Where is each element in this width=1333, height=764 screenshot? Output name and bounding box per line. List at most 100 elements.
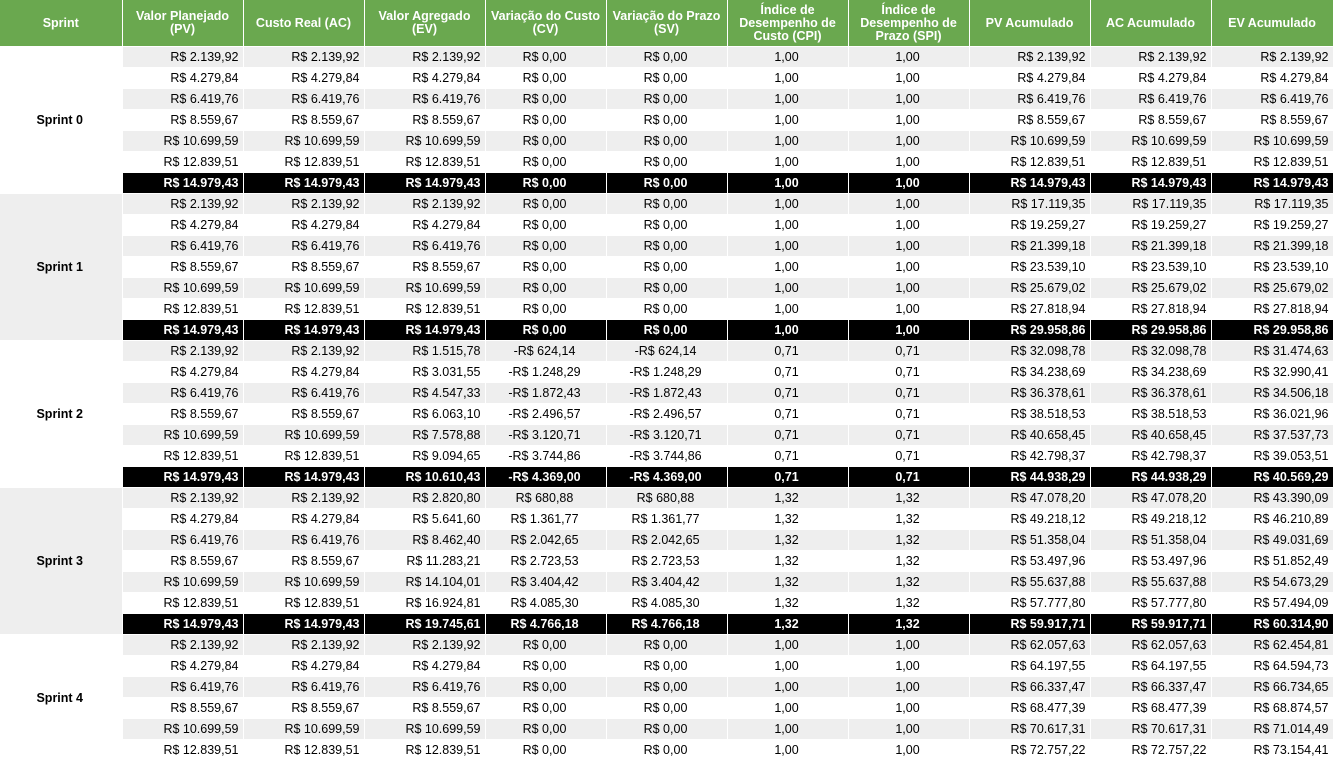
cell-pv-cumulative[interactable]: R$ 27.818,94: [969, 298, 1091, 320]
cell-ac-cumulative[interactable]: R$ 66.337,47: [1090, 676, 1212, 698]
cell-cv[interactable]: R$ 0,00: [485, 46, 607, 68]
cell-cpi[interactable]: 1,00: [727, 277, 849, 299]
cell-pv-cumulative[interactable]: R$ 66.337,47: [969, 676, 1091, 698]
cell-spi[interactable]: 1,00: [848, 130, 970, 152]
cell-cpi[interactable]: 1,00: [727, 214, 849, 236]
cell-cpi[interactable]: 1,00: [727, 130, 849, 152]
cell-ac-cumulative[interactable]: R$ 6.419,76: [1090, 88, 1212, 110]
cell-ev-cumulative[interactable]: R$ 39.053,51: [1211, 445, 1333, 467]
cell-cpi[interactable]: 0,71: [727, 403, 849, 425]
cell-ev[interactable]: R$ 3.031,55: [364, 361, 486, 383]
cell-pv[interactable]: R$ 4.279,84: [122, 655, 244, 677]
cell-ac[interactable]: R$ 2.139,92: [243, 193, 365, 215]
cell-ev-cumulative[interactable]: R$ 34.506,18: [1211, 382, 1333, 404]
cell-pv[interactable]: R$ 14.979,43: [122, 172, 244, 194]
cell-cv[interactable]: R$ 0,00: [485, 634, 607, 656]
cell-cv[interactable]: R$ 0,00: [485, 151, 607, 173]
cell-cpi[interactable]: 1,32: [727, 613, 849, 635]
cell-spi[interactable]: 1,00: [848, 634, 970, 656]
cell-ac-cumulative[interactable]: R$ 47.078,20: [1090, 487, 1212, 509]
cell-pv-cumulative[interactable]: R$ 62.057,63: [969, 634, 1091, 656]
cell-ac[interactable]: R$ 12.839,51: [243, 151, 365, 173]
cell-cv[interactable]: R$ 0,00: [485, 319, 607, 341]
cell-ev-cumulative[interactable]: R$ 66.734,65: [1211, 676, 1333, 698]
cell-ac-cumulative[interactable]: R$ 42.798,37: [1090, 445, 1212, 467]
cell-ev[interactable]: R$ 6.063,10: [364, 403, 486, 425]
cell-cpi[interactable]: 1,32: [727, 592, 849, 614]
cell-ev[interactable]: R$ 4.279,84: [364, 67, 486, 89]
cell-ac-cumulative[interactable]: R$ 8.559,67: [1090, 109, 1212, 131]
cell-spi[interactable]: 1,00: [848, 676, 970, 698]
cell-ev-cumulative[interactable]: R$ 21.399,18: [1211, 235, 1333, 257]
cell-sv[interactable]: R$ 2.042,65: [606, 529, 728, 551]
sprint-label[interactable]: Sprint 3: [0, 487, 123, 635]
cell-spi[interactable]: 1,32: [848, 529, 970, 551]
cell-ev[interactable]: R$ 10.610,43: [364, 466, 486, 488]
cell-spi[interactable]: 1,00: [848, 277, 970, 299]
cell-cv[interactable]: R$ 0,00: [485, 235, 607, 257]
cell-cv[interactable]: -R$ 1.872,43: [485, 382, 607, 404]
cell-cv[interactable]: -R$ 3.744,86: [485, 445, 607, 467]
cell-ac-cumulative[interactable]: R$ 72.757,22: [1090, 739, 1212, 761]
cell-cv[interactable]: R$ 2.042,65: [485, 529, 607, 551]
cell-ev[interactable]: R$ 6.419,76: [364, 88, 486, 110]
cell-pv-cumulative[interactable]: R$ 59.917,71: [969, 613, 1091, 635]
cell-cv[interactable]: R$ 0,00: [485, 718, 607, 740]
cell-cv[interactable]: R$ 0,00: [485, 67, 607, 89]
cell-pv-cumulative[interactable]: R$ 10.699,59: [969, 130, 1091, 152]
cell-sv[interactable]: R$ 0,00: [606, 88, 728, 110]
cell-ac-cumulative[interactable]: R$ 55.637,88: [1090, 571, 1212, 593]
cell-pv[interactable]: R$ 8.559,67: [122, 109, 244, 131]
cell-cpi[interactable]: 1,32: [727, 550, 849, 572]
cell-pv-cumulative[interactable]: R$ 49.218,12: [969, 508, 1091, 530]
cell-pv-cumulative[interactable]: R$ 51.358,04: [969, 529, 1091, 551]
col-header-pv[interactable]: Valor Planejado (PV): [122, 0, 244, 47]
cell-cpi[interactable]: 1,00: [727, 319, 849, 341]
cell-ac-cumulative[interactable]: R$ 23.539,10: [1090, 256, 1212, 278]
cell-cpi[interactable]: 1,32: [727, 487, 849, 509]
cell-cv[interactable]: R$ 0,00: [485, 214, 607, 236]
cell-ac[interactable]: R$ 12.839,51: [243, 739, 365, 761]
cell-ac[interactable]: R$ 4.279,84: [243, 361, 365, 383]
cell-ev-cumulative[interactable]: R$ 40.569,29: [1211, 466, 1333, 488]
cell-pv-cumulative[interactable]: R$ 57.777,80: [969, 592, 1091, 614]
cell-sv[interactable]: -R$ 1.872,43: [606, 382, 728, 404]
cell-ac-cumulative[interactable]: R$ 44.938,29: [1090, 466, 1212, 488]
cell-ac[interactable]: R$ 6.419,76: [243, 235, 365, 257]
cell-ac[interactable]: R$ 12.839,51: [243, 592, 365, 614]
cell-ev-cumulative[interactable]: R$ 60.314,90: [1211, 613, 1333, 635]
cell-cpi[interactable]: 1,32: [727, 508, 849, 530]
cell-spi[interactable]: 0,71: [848, 382, 970, 404]
cell-ac-cumulative[interactable]: R$ 17.119,35: [1090, 193, 1212, 215]
cell-sv[interactable]: -R$ 3.744,86: [606, 445, 728, 467]
cell-cpi[interactable]: 0,71: [727, 340, 849, 362]
cell-ev-cumulative[interactable]: R$ 57.494,09: [1211, 592, 1333, 614]
cell-cv[interactable]: R$ 0,00: [485, 739, 607, 761]
cell-sv[interactable]: R$ 0,00: [606, 151, 728, 173]
cell-ac[interactable]: R$ 6.419,76: [243, 382, 365, 404]
cell-sv[interactable]: -R$ 2.496,57: [606, 403, 728, 425]
cell-ac-cumulative[interactable]: R$ 59.917,71: [1090, 613, 1212, 635]
cell-ac-cumulative[interactable]: R$ 12.839,51: [1090, 151, 1212, 173]
cell-pv[interactable]: R$ 10.699,59: [122, 718, 244, 740]
cell-pv[interactable]: R$ 2.139,92: [122, 340, 244, 362]
cell-cpi[interactable]: 1,00: [727, 67, 849, 89]
cell-ac-cumulative[interactable]: R$ 34.238,69: [1090, 361, 1212, 383]
cell-ac-cumulative[interactable]: R$ 49.218,12: [1090, 508, 1212, 530]
cell-sv[interactable]: R$ 680,88: [606, 487, 728, 509]
cell-pv[interactable]: R$ 6.419,76: [122, 88, 244, 110]
cell-pv[interactable]: R$ 8.559,67: [122, 256, 244, 278]
cell-pv[interactable]: R$ 6.419,76: [122, 382, 244, 404]
cell-ac-cumulative[interactable]: R$ 68.477,39: [1090, 697, 1212, 719]
cell-pv[interactable]: R$ 12.839,51: [122, 151, 244, 173]
cell-ac[interactable]: R$ 14.979,43: [243, 613, 365, 635]
cell-cpi[interactable]: 0,71: [727, 361, 849, 383]
cell-ev[interactable]: R$ 11.283,21: [364, 550, 486, 572]
col-header-spi[interactable]: Índice de Desempenho de Prazo (SPI): [848, 0, 970, 47]
cell-spi[interactable]: 1,00: [848, 697, 970, 719]
cell-ev[interactable]: R$ 14.979,43: [364, 319, 486, 341]
cell-pv[interactable]: R$ 6.419,76: [122, 235, 244, 257]
cell-ev[interactable]: R$ 1.515,78: [364, 340, 486, 362]
cell-ev-cumulative[interactable]: R$ 14.979,43: [1211, 172, 1333, 194]
cell-ev-cumulative[interactable]: R$ 29.958,86: [1211, 319, 1333, 341]
